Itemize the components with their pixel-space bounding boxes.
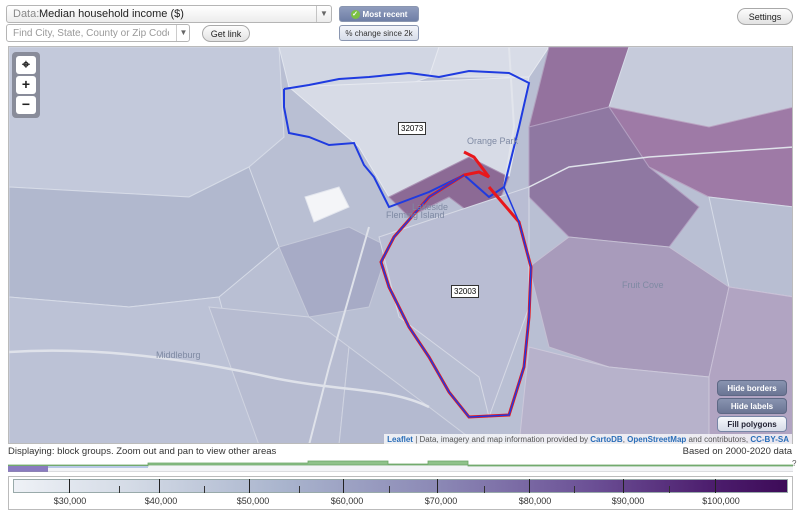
legend-tick <box>484 486 485 493</box>
check-icon: ✓ <box>350 10 360 20</box>
distribution-histogram <box>8 460 793 472</box>
place-label-fleming-island: Fleming Island <box>386 210 445 220</box>
chevron-down-icon[interactable]: ▼ <box>176 25 190 41</box>
map-attribution: Leaflet | Data, imagery and map informat… <box>384 434 792 445</box>
leaflet-link[interactable]: Leaflet <box>387 435 413 444</box>
license-link[interactable]: CC-BY-SA <box>750 435 789 444</box>
legend-label-40000: $40,000 <box>144 496 178 506</box>
legend-tick <box>69 479 70 493</box>
place-label-orange-park: Orange Park <box>467 136 519 146</box>
fit-bounds-icon[interactable]: ⌖ <box>16 56 36 74</box>
legend-tick <box>204 486 205 493</box>
legend-tick <box>159 479 160 493</box>
legend-gradient <box>13 479 788 493</box>
data-select[interactable]: Data: Median household income ($) ▼ <box>6 5 332 23</box>
hide-borders-button[interactable]: Hide borders <box>717 380 787 396</box>
legend-tick <box>249 479 250 493</box>
carto-link[interactable]: CartoDB <box>590 435 623 444</box>
zoom-controls: ⌖ + − <box>12 52 40 118</box>
place-label-lakeside: Lakeside <box>412 202 449 212</box>
legend-tick <box>119 486 120 493</box>
data-select-value: Median household income ($) <box>39 8 184 20</box>
legend-label-100000: $100,000 <box>702 496 740 506</box>
percent-change-button[interactable]: % change since 2k <box>339 25 419 41</box>
zoom-in-button[interactable]: + <box>16 76 36 94</box>
attribution-text-a: | Data, imagery and map information prov… <box>412 435 591 444</box>
location-search-input[interactable] <box>6 24 190 42</box>
legend-label-90000: $90,000 <box>611 496 645 506</box>
data-select-label: Data: <box>13 8 40 20</box>
place-label-fruit-cove: Fruit Cove <box>622 280 664 290</box>
based-on-text: Based on 2000-2020 data <box>682 446 792 457</box>
displaying-status: Displaying: block groups. Zoom out and p… <box>8 446 277 457</box>
legend-label-50000: $50,000 <box>236 496 270 506</box>
attribution-text-c: and contributors, <box>686 435 751 444</box>
chevron-down-icon: ▼ <box>316 6 331 22</box>
legend-label-60000: $60,000 <box>330 496 364 506</box>
legend-label-70000: $70,000 <box>424 496 458 506</box>
legend-tick <box>669 486 670 493</box>
legend-tick <box>437 479 438 493</box>
osm-link[interactable]: OpenStreetMap <box>627 435 687 444</box>
place-label-middleburg: Middleburg <box>156 350 201 360</box>
help-question-icon[interactable]: ? <box>792 459 797 468</box>
zip-label-32073: 32073 <box>398 122 427 135</box>
legend-tick <box>343 479 344 493</box>
legend-label-80000: $80,000 <box>518 496 552 506</box>
map-canvas[interactable] <box>8 46 793 444</box>
settings-button[interactable]: Settings <box>737 8 793 25</box>
zoom-out-button[interactable]: − <box>16 96 36 114</box>
legend-label-30000: $30,000 <box>53 496 87 506</box>
legend-tick <box>389 486 390 493</box>
legend-tick <box>299 486 300 493</box>
color-legend: $30,000 $40,000 $50,000 $60,000 $70,000 … <box>8 476 793 510</box>
attribution-text-b: , <box>622 435 628 444</box>
legend-tick <box>574 486 575 493</box>
get-link-button[interactable]: Get link <box>202 25 250 42</box>
legend-tick <box>715 479 716 493</box>
map-layer <box>9 47 792 443</box>
most-recent-value-button[interactable]: ✓Most recent value <box>339 6 419 34</box>
fill-polygons-button[interactable]: Fill polygons <box>717 416 787 432</box>
zip-label-32003: 32003 <box>451 285 480 298</box>
legend-tick <box>529 479 530 493</box>
hide-labels-button[interactable]: Hide labels <box>717 398 787 414</box>
legend-tick <box>623 479 624 493</box>
